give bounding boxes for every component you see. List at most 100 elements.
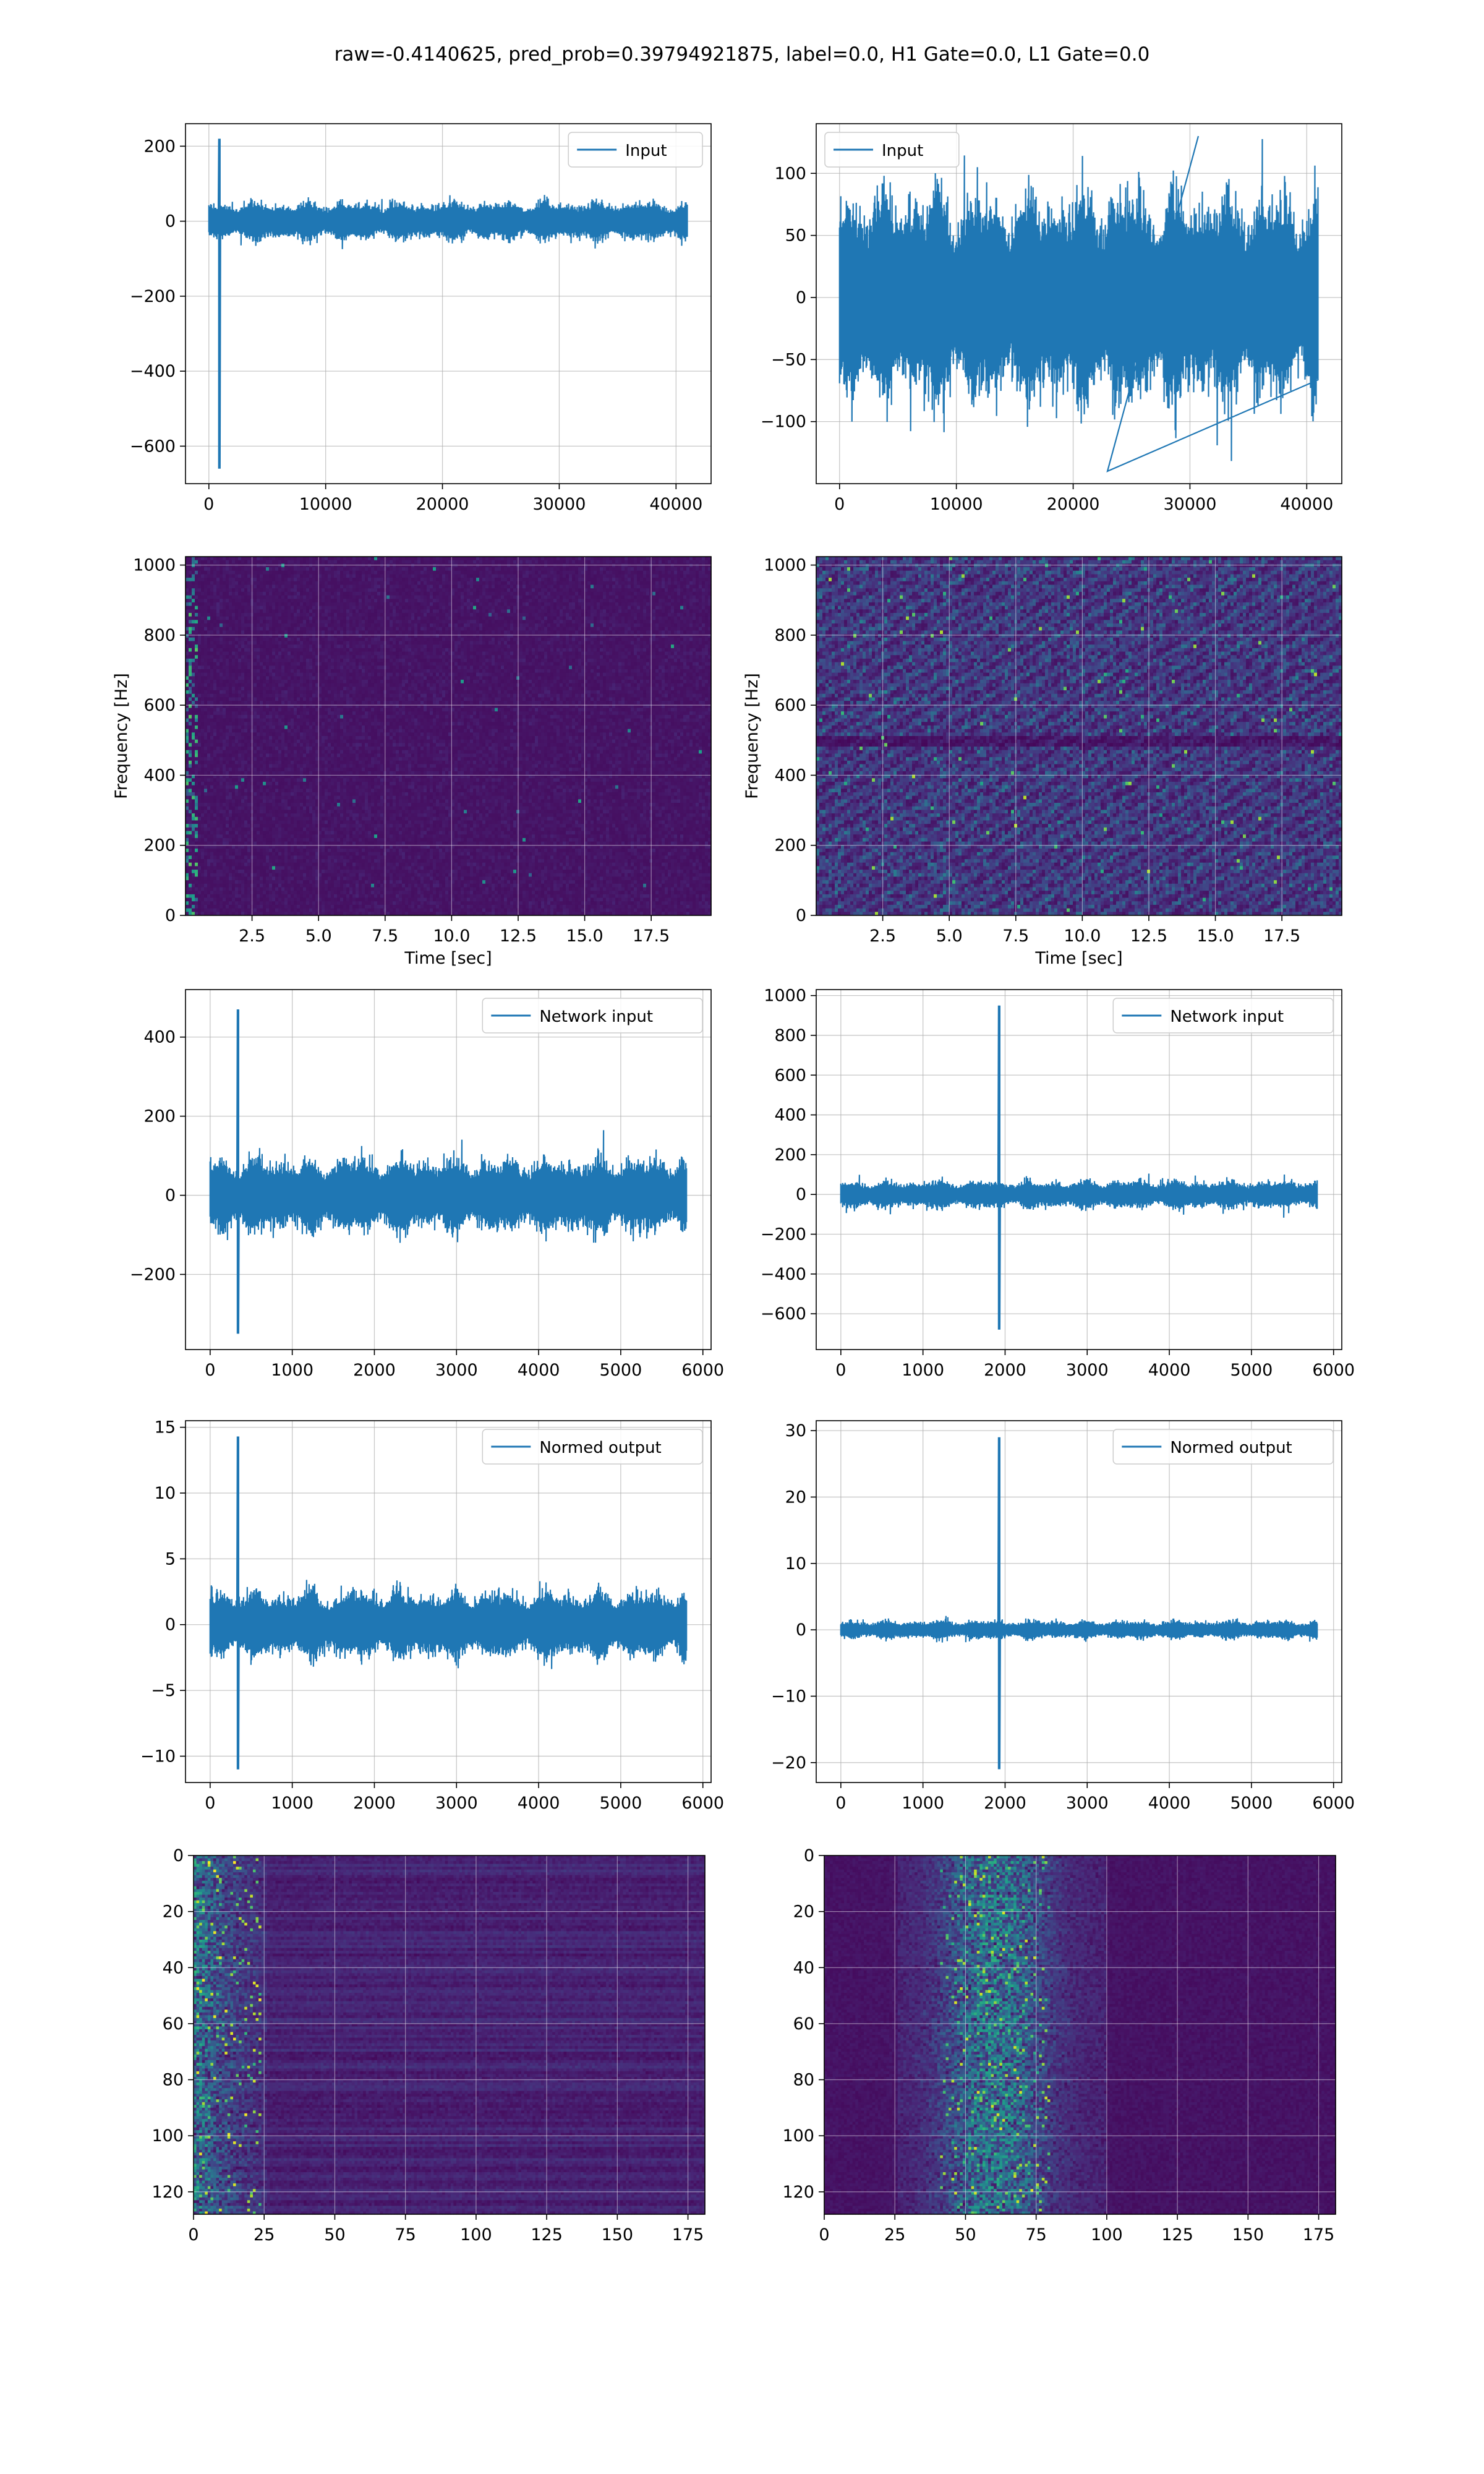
x-tick-label: 1000 [271, 1794, 313, 1813]
y-tick-label: −400 [761, 1265, 806, 1284]
y-tick-label: 40 [163, 1958, 184, 1977]
x-tick-label: 10000 [930, 495, 983, 514]
x-tick-label: 25 [884, 2225, 905, 2245]
y-tick-label: −10 [140, 1747, 176, 1766]
x-tick-label: 5.0 [936, 927, 963, 946]
x-axis-label: Time [sec] [1034, 949, 1122, 968]
y-tick-label: 40 [793, 1958, 814, 1977]
y-tick-label: −200 [761, 1225, 806, 1244]
x-tick-label: 1000 [271, 1361, 313, 1380]
y-tick-label: 0 [165, 906, 176, 925]
x-tick-label: 3000 [1066, 1794, 1109, 1813]
y-tick-label: 200 [143, 836, 176, 855]
legend: Network input [482, 998, 702, 1033]
x-tick-label: 40000 [1280, 495, 1333, 514]
x-tick-label: 30000 [1163, 495, 1216, 514]
x-tick-label: 2.5 [239, 927, 265, 946]
y-tick-label: 200 [774, 1145, 806, 1165]
y-tick-label: 0 [165, 212, 176, 231]
y-tick-label: 100 [782, 2126, 814, 2146]
y-tick-label: −100 [761, 413, 806, 432]
y-tick-label: 10 [155, 1484, 176, 1503]
y-tick-label: 200 [774, 836, 806, 855]
y-tick-label: 0 [796, 1620, 806, 1640]
x-tick-label: 0 [188, 2225, 198, 2245]
legend-label: Normed output [539, 1439, 661, 1457]
y-tick-label: 400 [143, 766, 176, 785]
x-tick-label: 175 [1303, 2225, 1335, 2245]
legend-label: Network input [539, 1008, 653, 1026]
x-tick-label: 3000 [1066, 1361, 1109, 1380]
x-tick-label: 0 [205, 1794, 215, 1813]
y-tick-label: 120 [782, 2183, 814, 2202]
x-tick-label: 5000 [1230, 1794, 1273, 1813]
x-tick-label: 20000 [416, 495, 469, 514]
x-tick-label: 12.5 [500, 927, 537, 946]
x-tick-label: 4000 [518, 1361, 560, 1380]
y-tick-label: 0 [796, 906, 806, 925]
axes-frame [186, 124, 711, 484]
legend: Network input [1113, 998, 1333, 1033]
y-tick-label: 800 [774, 626, 806, 645]
x-tick-label: 10.0 [433, 927, 470, 946]
y-tick-label: 20 [163, 1903, 184, 1922]
x-tick-label: 15.0 [566, 927, 603, 946]
y-tick-label: 800 [143, 626, 176, 645]
x-tick-label: 50 [324, 2225, 345, 2245]
y-tick-label: 0 [165, 1186, 176, 1205]
x-tick-label: 5000 [600, 1794, 642, 1813]
heatmap-cells [816, 557, 1342, 916]
x-tick-label: 40000 [649, 495, 702, 514]
y-tick-label: 0 [796, 1185, 806, 1204]
y-tick-label: 120 [151, 2183, 184, 2202]
x-tick-label: 75 [1025, 2225, 1046, 2245]
y-axis-label: Frequency [Hz] [112, 673, 131, 799]
y-tick-label: −400 [130, 362, 176, 381]
y-tick-label: −200 [130, 1265, 176, 1284]
y-tick-label: 0 [804, 1846, 814, 1865]
x-tick-label: 0 [835, 1794, 846, 1813]
x-tick-label: 75 [394, 2225, 416, 2245]
legend: Input [825, 132, 959, 167]
legend-label: Input [882, 142, 923, 160]
x-tick-label: 0 [203, 495, 214, 514]
y-tick-label: −5 [151, 1681, 176, 1700]
x-tick-label: 100 [1091, 2225, 1123, 2245]
x-tick-label: 0 [819, 2225, 829, 2245]
x-tick-label: 3000 [435, 1361, 478, 1380]
x-tick-label: 50 [955, 2225, 976, 2245]
x-tick-label: 7.5 [1002, 927, 1029, 946]
y-tick-label: 30 [785, 1421, 806, 1440]
y-tick-label: 1000 [764, 556, 806, 575]
y-tick-label: 1000 [133, 556, 176, 575]
y-tick-label: 1000 [764, 987, 806, 1006]
y-tick-label: 100 [774, 164, 806, 183]
y-tick-label: −50 [771, 350, 806, 369]
series-line-1 [841, 1006, 1317, 1330]
x-tick-label: 4000 [518, 1794, 560, 1813]
series-line-1 [210, 1009, 686, 1333]
y-tick-label: 10 [785, 1554, 806, 1573]
heatmap-cells [194, 1856, 706, 2215]
x-tick-label: 125 [531, 2225, 563, 2245]
x-tick-label: 12.5 [1130, 927, 1167, 946]
heatmap-cells [824, 1856, 1336, 2215]
x-tick-label: 150 [602, 2225, 634, 2245]
x-tick-label: 7.5 [372, 927, 398, 946]
y-tick-label: 400 [774, 1106, 806, 1125]
legend: Normed output [482, 1429, 702, 1464]
x-tick-label: 6000 [1312, 1361, 1355, 1380]
x-tick-label: 2000 [984, 1361, 1026, 1380]
legend: Normed output [1113, 1429, 1333, 1464]
x-tick-label: 2000 [353, 1794, 396, 1813]
series-line-1 [840, 136, 1318, 471]
y-tick-label: 200 [143, 1107, 176, 1126]
y-tick-label: 20 [785, 1487, 806, 1507]
x-tick-label: 1000 [902, 1794, 944, 1813]
x-tick-label: 5000 [1230, 1361, 1273, 1380]
y-tick-label: −600 [130, 437, 176, 456]
y-tick-label: 800 [774, 1026, 806, 1045]
